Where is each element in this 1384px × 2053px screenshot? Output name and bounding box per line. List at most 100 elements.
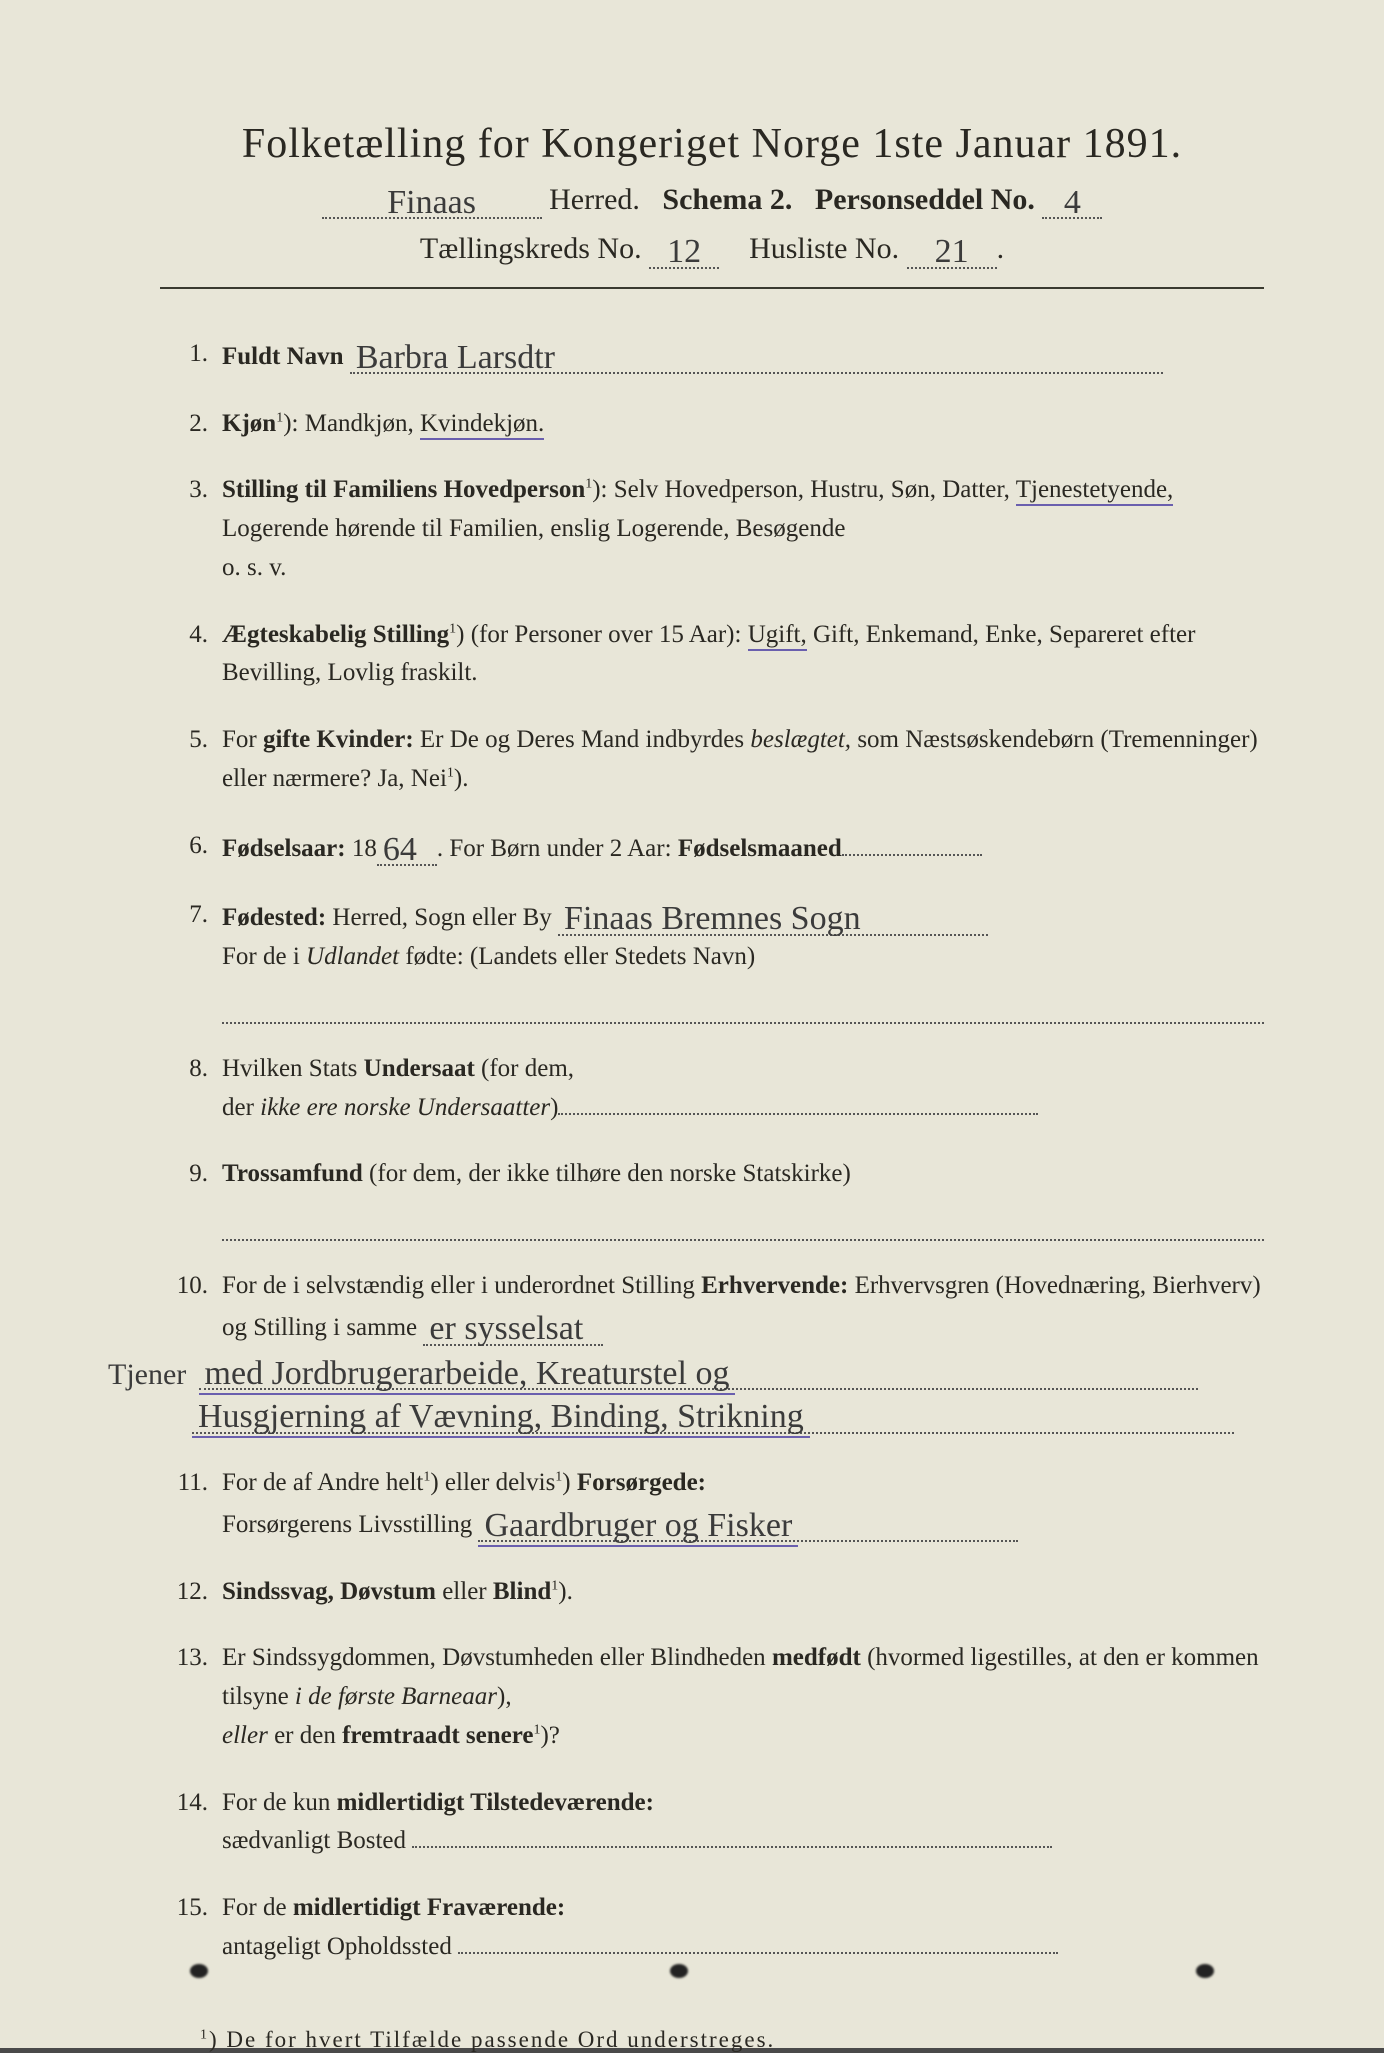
herred-name: Finaas — [381, 184, 482, 221]
header-line-2: Finaas Herred. Schema 2. Personseddel No… — [160, 180, 1264, 219]
item-11: 11. For de af Andre helt1) eller delvis1… — [160, 1464, 1264, 1545]
label-medfodt: medfødt — [772, 1644, 861, 1671]
sup: 1 — [200, 2027, 209, 2042]
text: er den — [268, 1722, 342, 1749]
label-fravaer: midlertidigt Fraværende: — [293, 1894, 565, 1921]
text: Forsørgerens Livsstilling — [222, 1511, 472, 1538]
schema-label: Schema 2. — [662, 183, 792, 216]
main-title: Folketælling for Kongeriget Norge 1ste J… — [160, 120, 1264, 168]
item-num: 6. — [160, 827, 222, 869]
text: For de — [222, 1894, 293, 1921]
text: ) (for Personer over 15 Aar): — [456, 621, 748, 648]
item-2: 2. Kjøn1): Mandkjøn, Kvindekjøn. — [160, 405, 1264, 444]
item-num: 11. — [160, 1464, 222, 1545]
husliste-label: Husliste No. — [749, 232, 899, 265]
item-num: 1. — [160, 335, 222, 377]
item-num: 15. — [160, 1889, 222, 1967]
item-15: 15. For de midlertidigt Fraværende: anta… — [160, 1889, 1264, 1967]
text: ) — [562, 1469, 577, 1496]
label-blind: Blind — [493, 1578, 551, 1605]
text: eller — [436, 1578, 493, 1605]
label-fuldt-navn: Fuldt Navn — [222, 343, 344, 370]
ital: Udlandet — [306, 943, 399, 970]
text: (for dem, der ikke tilhøre den norske St… — [363, 1160, 851, 1187]
ink-spot-icon — [670, 1964, 688, 1978]
footnote: 1) De for hvert Tilfælde passende Ord un… — [200, 2027, 1264, 2053]
text: ) — [550, 1094, 558, 1121]
etc: o. s. v. — [222, 549, 1264, 588]
value-fodested: Finaas Bremnes Sogn — [558, 900, 867, 937]
text: Hvilken Stats — [222, 1055, 364, 1082]
ink-spot-icon — [1196, 1964, 1214, 1978]
label-trossamfund: Trossamfund — [222, 1160, 363, 1187]
item-4: 4. Ægteskabelig Stilling1) (for Personer… — [160, 616, 1264, 694]
item-7: 7. Fødested: Herred, Sogn eller By Finaa… — [160, 896, 1264, 977]
item-14: 14. For de kun midlertidigt Tilstedevære… — [160, 1784, 1264, 1862]
label-forsorgede: Forsørgede: — [577, 1469, 706, 1496]
item-num: 7. — [160, 896, 222, 977]
header-rule — [160, 287, 1264, 289]
taellingskreds-label: Tællingskreds No. — [420, 232, 642, 265]
item-8: 8. Hvilken Stats Undersaat (for dem, der… — [160, 1050, 1264, 1128]
item-1: 1. Fuldt Navn Barbra Larsdtr — [160, 335, 1264, 377]
text: ): Mandkjøn, — [283, 410, 420, 437]
ital: eller — [222, 1722, 268, 1749]
blank — [842, 854, 982, 856]
dotted-row — [222, 1005, 1264, 1024]
item-num: 3. — [160, 471, 222, 587]
census-form-page: Folketælling for Kongeriget Norge 1ste J… — [0, 0, 1384, 2048]
item-12: 12. Sindssvag, Døvstum eller Blind1). — [160, 1573, 1264, 1612]
text: sædvanligt Bosted — [222, 1827, 406, 1854]
blank — [558, 1113, 1038, 1115]
label-erhvervende: Erhvervende: — [701, 1272, 848, 1299]
dotted-row — [222, 1222, 1264, 1241]
personseddel-no: 4 — [1058, 184, 1087, 221]
text: ). — [454, 765, 469, 792]
item-num: 12. — [160, 1573, 222, 1612]
label-aegteskab: Ægteskabelig Stilling — [222, 621, 449, 648]
value-erhverv-3: Husgjerning af Vævning, Binding, Strikni… — [192, 1398, 810, 1438]
label-tilstede: midlertidigt Tilstedeværende: — [337, 1789, 654, 1816]
item-13: 13. Er Sindssygdommen, Døvstumheden elle… — [160, 1639, 1264, 1755]
label-undersaat: Undersaat — [364, 1055, 475, 1082]
value-erhverv-2: med Jordbrugerarbeide, Kreaturstel og — [199, 1355, 736, 1395]
text: For de i — [222, 943, 306, 970]
text: For de af Andre helt — [222, 1469, 423, 1496]
item-num: 13. — [160, 1639, 222, 1755]
item-6: 6. Fødselsaar: 1864. For Børn under 2 Aa… — [160, 827, 1264, 869]
label-fremtraadt: fremtraadt senere — [342, 1722, 533, 1749]
header-line-3: Tællingskreds No. 12 Husliste No. 21. — [160, 229, 1264, 268]
item-num: 9. — [160, 1155, 222, 1194]
value-aegteskab: Ugift, — [748, 621, 807, 651]
item-3: 3. Stilling til Familiens Hovedperson1):… — [160, 471, 1264, 587]
label-fodselsmaaned: Fødselsmaaned — [678, 835, 842, 862]
value-erhverv-margin: Tjener — [102, 1358, 192, 1391]
item-num: 2. — [160, 405, 222, 444]
item-5: 5. For gifte Kvinder: Er De og Deres Man… — [160, 721, 1264, 799]
ink-spot-icon — [190, 1964, 208, 1978]
label-kjon: Kjøn — [222, 410, 276, 437]
item-num: 14. — [160, 1784, 222, 1862]
form-body: 1. Fuldt Navn Barbra Larsdtr 2. Kjøn1): … — [160, 335, 1264, 1967]
text: ) eller delvis — [430, 1469, 555, 1496]
value-kjon: Kvindekjøn. — [420, 410, 544, 440]
blank — [412, 1846, 1052, 1848]
value-fuldt-navn: Barbra Larsdtr — [350, 339, 561, 376]
text: ), — [497, 1683, 512, 1710]
taellingskreds-no: 12 — [661, 233, 707, 270]
text: For de i selvstændig eller i underordnet… — [222, 1272, 701, 1299]
text: ). — [558, 1578, 573, 1605]
ital: ikke ere norske Undersaatter — [260, 1094, 550, 1121]
item-num: 8. — [160, 1050, 222, 1128]
text: Er Sindssygdommen, Døvstumheden eller Bl… — [222, 1644, 772, 1671]
text: For — [222, 726, 263, 753]
text: der — [222, 1094, 260, 1121]
value-forsorger: Gaardbruger og Fisker — [478, 1507, 798, 1547]
value-stilling: Tjenestetyende, — [1016, 476, 1174, 506]
text: Logerende hørende til Familien, enslig L… — [222, 515, 845, 542]
label-gifte-kvinder: gifte Kvinder: — [263, 726, 414, 753]
text: fødte: (Landets eller Stedets Navn) — [399, 943, 755, 970]
herred-label: Herred. — [549, 183, 640, 216]
text: ): Selv Hovedperson, Hustru, Søn, Datter… — [592, 476, 1016, 503]
text: . For Børn under 2 Aar: — [437, 835, 678, 862]
